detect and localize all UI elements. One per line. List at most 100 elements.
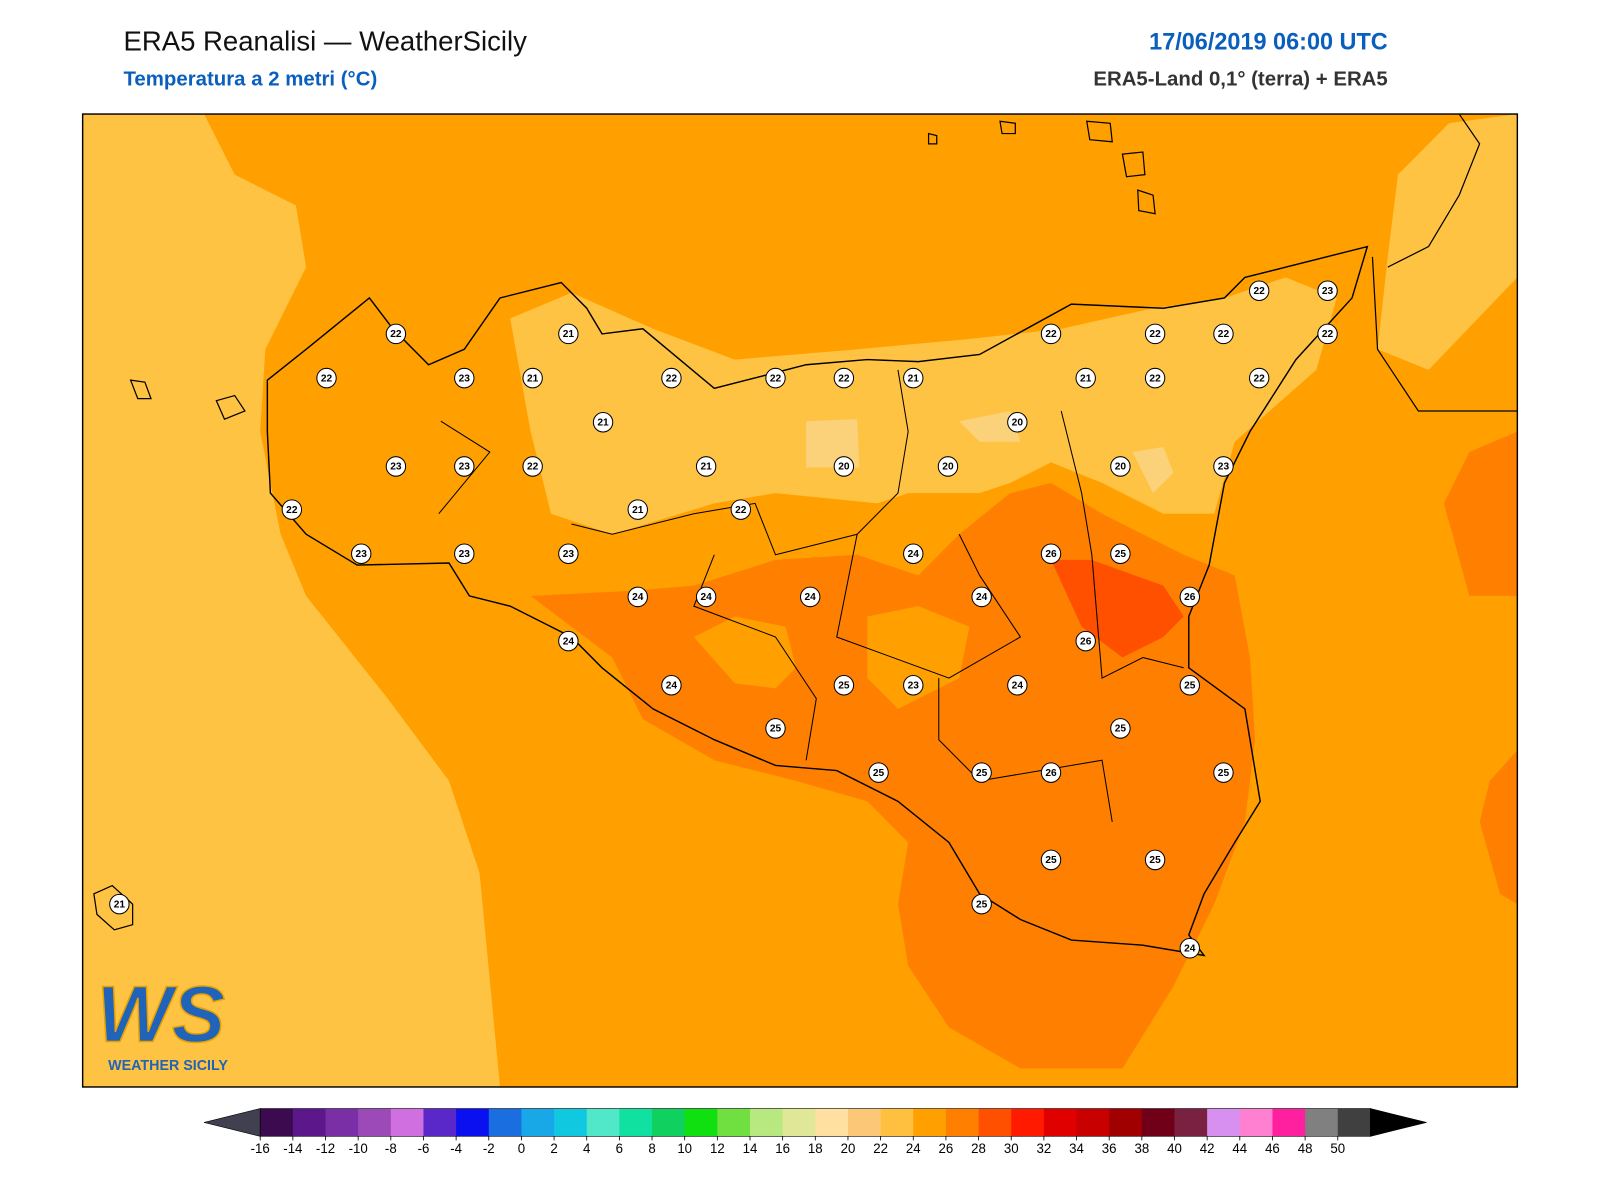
station-marker bbox=[903, 367, 924, 389]
colorbar-tick-label: 10 bbox=[677, 1141, 692, 1156]
colorbar-tick-label: 16 bbox=[775, 1141, 790, 1156]
colorbar-bin bbox=[913, 1108, 947, 1137]
station-value: 24 bbox=[563, 636, 575, 647]
station: 21 bbox=[695, 456, 717, 477]
station: 26 bbox=[1040, 543, 1062, 565]
colorbar-tick-label: -4 bbox=[450, 1141, 462, 1156]
station-marker bbox=[385, 323, 407, 345]
station-value: 22 bbox=[286, 505, 298, 516]
station: 25 bbox=[868, 762, 889, 783]
station: 23 bbox=[1213, 456, 1234, 477]
colorbar-tick-label: 22 bbox=[873, 1141, 888, 1156]
colorbar-tick-label: -14 bbox=[283, 1141, 302, 1156]
station: 24 bbox=[800, 586, 821, 608]
colorbar-tick-label: -12 bbox=[316, 1141, 335, 1156]
colorbar-bin bbox=[554, 1108, 588, 1137]
station: 25 bbox=[1110, 718, 1131, 739]
station-marker bbox=[1110, 543, 1131, 565]
station-value: 20 bbox=[838, 462, 850, 473]
station: 25 bbox=[971, 762, 992, 783]
colorbar-tick-label: 6 bbox=[616, 1141, 623, 1156]
station: 25 bbox=[1179, 675, 1200, 696]
colorbar-bin bbox=[684, 1108, 718, 1137]
station-value: 20 bbox=[942, 462, 954, 473]
colorbar-tick-label: -6 bbox=[418, 1141, 430, 1156]
station: 26 bbox=[1040, 762, 1062, 783]
station-value: 22 bbox=[1254, 286, 1266, 297]
station-value: 22 bbox=[1149, 329, 1161, 340]
station: 21 bbox=[903, 367, 924, 389]
station-value: 25 bbox=[770, 724, 782, 735]
station-marker bbox=[454, 543, 475, 565]
station-value: 21 bbox=[632, 505, 644, 516]
station-value: 22 bbox=[1218, 329, 1230, 340]
station: 20 bbox=[1110, 456, 1131, 477]
colorbar-bin bbox=[292, 1108, 327, 1137]
station-value: 20 bbox=[1012, 417, 1024, 428]
station: 24 bbox=[695, 586, 717, 608]
station-value: 25 bbox=[1218, 768, 1230, 779]
station-marker bbox=[971, 586, 992, 608]
station-marker bbox=[937, 456, 959, 477]
station: 22 bbox=[1248, 367, 1270, 389]
station-marker bbox=[454, 456, 475, 477]
station-marker bbox=[903, 543, 924, 565]
station: 21 bbox=[109, 893, 130, 915]
station-marker bbox=[730, 499, 752, 520]
station-value: 21 bbox=[114, 899, 126, 910]
station-value: 24 bbox=[700, 592, 712, 603]
station: 23 bbox=[454, 543, 475, 565]
station: 23 bbox=[385, 456, 407, 477]
colorbar-bin bbox=[978, 1108, 1012, 1137]
colorbar-tick-label: 12 bbox=[710, 1141, 725, 1156]
station-marker bbox=[1248, 367, 1270, 389]
colorbar-tick-label: 48 bbox=[1298, 1141, 1313, 1156]
station: 21 bbox=[522, 367, 543, 389]
station: 25 bbox=[1110, 543, 1131, 565]
station-value: 23 bbox=[1322, 286, 1334, 297]
logo-mark: WS bbox=[97, 969, 225, 1058]
colorbar-tick-label: 18 bbox=[808, 1141, 823, 1156]
colorbar-tick-label: 34 bbox=[1069, 1141, 1084, 1156]
source: ERA5-Land 0,1° (terra) + ERA5 bbox=[1093, 68, 1387, 91]
station-value: 22 bbox=[1045, 329, 1057, 340]
colorbar-tick-label: 8 bbox=[648, 1141, 655, 1156]
colorbar-bin bbox=[358, 1108, 392, 1137]
station-value: 23 bbox=[390, 462, 402, 473]
colorbar-tick-label: 38 bbox=[1134, 1141, 1149, 1156]
station-value: 24 bbox=[908, 549, 920, 560]
station: 22 bbox=[522, 456, 543, 477]
station-marker bbox=[695, 456, 717, 477]
station-value: 22 bbox=[770, 373, 782, 384]
station-value: 22 bbox=[321, 373, 333, 384]
station-value: 22 bbox=[666, 373, 678, 384]
colorbar-over bbox=[1370, 1108, 1427, 1137]
station-marker bbox=[1213, 762, 1234, 783]
colorbar-bin bbox=[1207, 1108, 1241, 1137]
station-marker bbox=[1317, 323, 1338, 345]
colorbar-bin bbox=[488, 1108, 522, 1137]
station-marker bbox=[1144, 367, 1166, 389]
station-marker bbox=[868, 762, 889, 783]
colorbar-tick-label: 0 bbox=[518, 1141, 525, 1156]
colorbar-bin bbox=[619, 1108, 653, 1137]
station-marker bbox=[971, 762, 992, 783]
title: ERA5 Reanalisi — WeatherSicily bbox=[123, 25, 527, 56]
subtitle: Temperatura a 2 metri (°C) bbox=[123, 68, 377, 91]
station-value: 21 bbox=[1080, 373, 1092, 384]
station: 25 bbox=[971, 893, 992, 915]
station-marker bbox=[522, 367, 543, 389]
station-value: 24 bbox=[632, 592, 644, 603]
station-value: 24 bbox=[1012, 680, 1024, 691]
station-marker bbox=[1179, 586, 1200, 608]
colorbar-tick-label: -2 bbox=[483, 1141, 495, 1156]
station: 24 bbox=[1007, 675, 1028, 696]
station-marker bbox=[765, 367, 786, 389]
station-value: 23 bbox=[356, 549, 368, 560]
station: 22 bbox=[1213, 323, 1234, 345]
station-marker bbox=[1040, 849, 1062, 871]
station: 24 bbox=[971, 586, 992, 608]
station-marker bbox=[281, 499, 303, 520]
station-marker bbox=[351, 543, 372, 565]
